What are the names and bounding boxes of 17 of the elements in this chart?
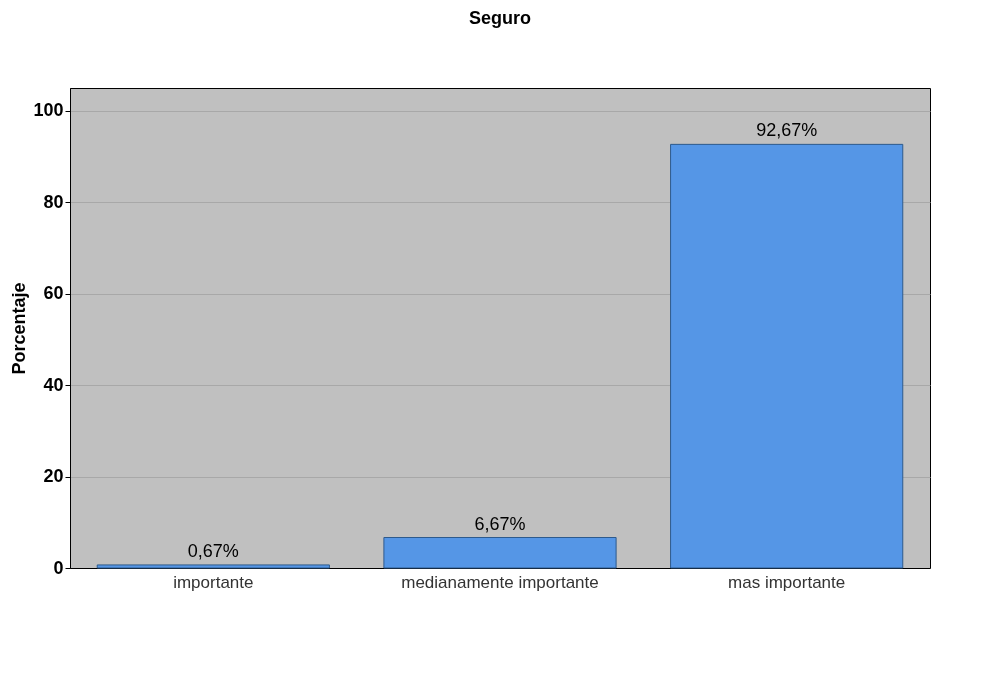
data-label: 0,67% bbox=[187, 540, 239, 561]
y-tick-label: 20 bbox=[43, 466, 64, 487]
y-tick-label: 0 bbox=[53, 557, 64, 578]
y-tick-label: 100 bbox=[33, 100, 64, 121]
y-tick-label: 60 bbox=[43, 283, 64, 304]
data-label: 6,67% bbox=[474, 513, 526, 534]
bar bbox=[670, 143, 904, 569]
bar bbox=[383, 537, 617, 569]
data-label: 92,67% bbox=[756, 120, 818, 141]
bar bbox=[96, 564, 330, 569]
y-tick-label: 40 bbox=[43, 374, 64, 395]
x-tick-label: mas importante bbox=[728, 572, 846, 592]
chart-title: Seguro bbox=[468, 8, 532, 28]
y-axis-title: Porcentaje bbox=[9, 282, 30, 375]
y-tick-label: 80 bbox=[43, 191, 64, 212]
x-tick-label: importante bbox=[173, 572, 254, 592]
x-tick-label: medianamente importante bbox=[401, 572, 599, 592]
